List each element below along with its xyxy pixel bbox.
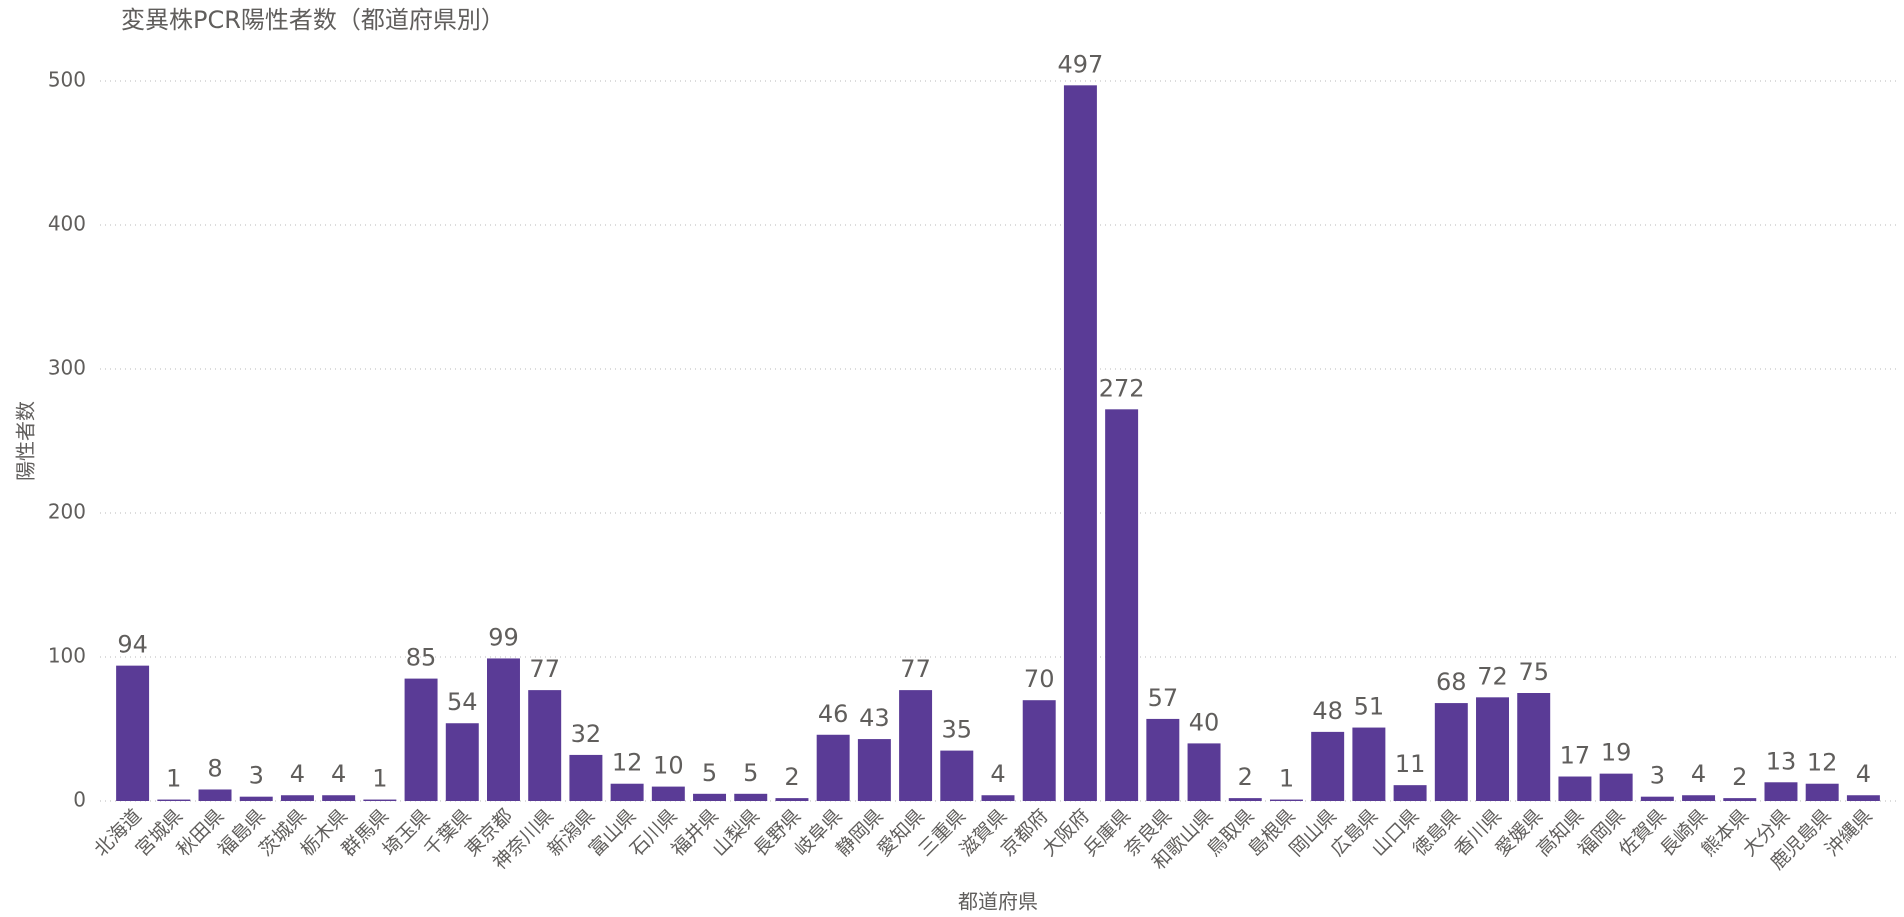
- bar: [404, 678, 438, 801]
- value-label: 77: [529, 655, 560, 683]
- bar: [651, 786, 685, 801]
- y-tick-label: 400: [48, 212, 86, 236]
- bar: [693, 793, 727, 801]
- value-label: 12: [1807, 749, 1838, 777]
- value-label: 10: [653, 752, 684, 780]
- value-label: 32: [571, 720, 602, 748]
- value-label: 4: [290, 760, 305, 788]
- y-tick-label: 300: [48, 356, 86, 380]
- bar: [1228, 798, 1262, 801]
- bar: [1393, 785, 1427, 801]
- bar: [239, 796, 273, 801]
- bar: [1764, 782, 1798, 801]
- value-label: 12: [612, 749, 643, 777]
- bar: [610, 783, 644, 801]
- bar: [940, 750, 974, 801]
- bar: [1558, 776, 1592, 801]
- value-label: 5: [743, 759, 758, 787]
- value-label: 4: [331, 760, 346, 788]
- bar: [487, 658, 520, 801]
- value-label: 272: [1099, 374, 1145, 402]
- value-label: 85: [406, 644, 437, 672]
- bar: [445, 723, 479, 801]
- value-label: 40: [1189, 708, 1220, 736]
- bar: [569, 754, 603, 801]
- value-label: 497: [1058, 50, 1104, 78]
- bar: [1723, 798, 1757, 801]
- bar: [1146, 718, 1180, 801]
- bar: [734, 793, 768, 801]
- y-tick-label: 200: [48, 500, 86, 524]
- x-axis-title: 都道府県: [958, 890, 1038, 914]
- bar: [1640, 796, 1674, 801]
- value-label: 57: [1148, 684, 1179, 712]
- bar: [198, 789, 232, 801]
- bar: [1846, 795, 1880, 801]
- bar: [857, 739, 891, 801]
- value-label: 3: [249, 762, 264, 790]
- bar: [1352, 727, 1386, 801]
- bar: [157, 799, 191, 801]
- value-label: 70: [1024, 665, 1055, 693]
- value-label: 19: [1601, 739, 1632, 767]
- value-label: 1: [166, 765, 181, 793]
- value-label: 46: [818, 700, 849, 728]
- bar: [816, 734, 850, 801]
- value-label: 75: [1518, 658, 1549, 686]
- bar: [1805, 783, 1839, 801]
- value-label: 2: [1238, 763, 1253, 791]
- value-label: 11: [1395, 750, 1426, 778]
- value-label: 35: [942, 716, 973, 744]
- bar: [1022, 700, 1056, 801]
- value-label: 1: [372, 765, 387, 793]
- value-label: 1: [1279, 765, 1294, 793]
- value-label: 2: [1732, 763, 1747, 791]
- bar: [280, 795, 314, 801]
- y-axis-title: 陽性者数: [14, 401, 38, 481]
- bar: [775, 798, 809, 801]
- bar: [981, 795, 1015, 801]
- bar: [1187, 743, 1221, 801]
- y-tick-label: 100: [48, 644, 86, 668]
- value-label: 43: [859, 704, 890, 732]
- value-label: 4: [1856, 760, 1871, 788]
- value-label: 68: [1436, 668, 1467, 696]
- value-label: 4: [990, 760, 1005, 788]
- bar: [1269, 799, 1303, 801]
- value-label: 48: [1312, 697, 1343, 725]
- value-label: 99: [488, 623, 519, 651]
- value-label: 13: [1766, 747, 1797, 775]
- value-label: 8: [207, 754, 222, 782]
- value-label: 2: [784, 763, 799, 791]
- bar: [1063, 85, 1097, 801]
- value-label: 51: [1354, 693, 1385, 721]
- y-tick-label: 500: [48, 68, 86, 92]
- bar: [1311, 731, 1345, 801]
- bar: [1599, 773, 1633, 801]
- value-label: 54: [447, 688, 478, 716]
- bar: [363, 799, 397, 801]
- bar: [528, 690, 562, 801]
- value-label: 72: [1477, 662, 1508, 690]
- x-tick-label: 沖縄県: [1821, 805, 1877, 861]
- bar: [1682, 795, 1716, 801]
- value-label: 4: [1691, 760, 1706, 788]
- bar: [1517, 693, 1551, 801]
- value-label: 77: [900, 655, 931, 683]
- bar: [1434, 703, 1468, 801]
- bar: [1476, 697, 1509, 801]
- chart-title: 変異株PCR陽性者数（都道府県別）: [121, 6, 505, 34]
- value-label: 17: [1560, 742, 1591, 770]
- value-label: 5: [702, 759, 717, 787]
- y-tick-label: 0: [73, 788, 86, 812]
- bar: [1105, 409, 1139, 801]
- bar: [116, 665, 150, 801]
- bar: [899, 690, 933, 801]
- value-label: 3: [1650, 762, 1665, 790]
- value-label: 94: [117, 631, 148, 659]
- bar: [322, 795, 356, 801]
